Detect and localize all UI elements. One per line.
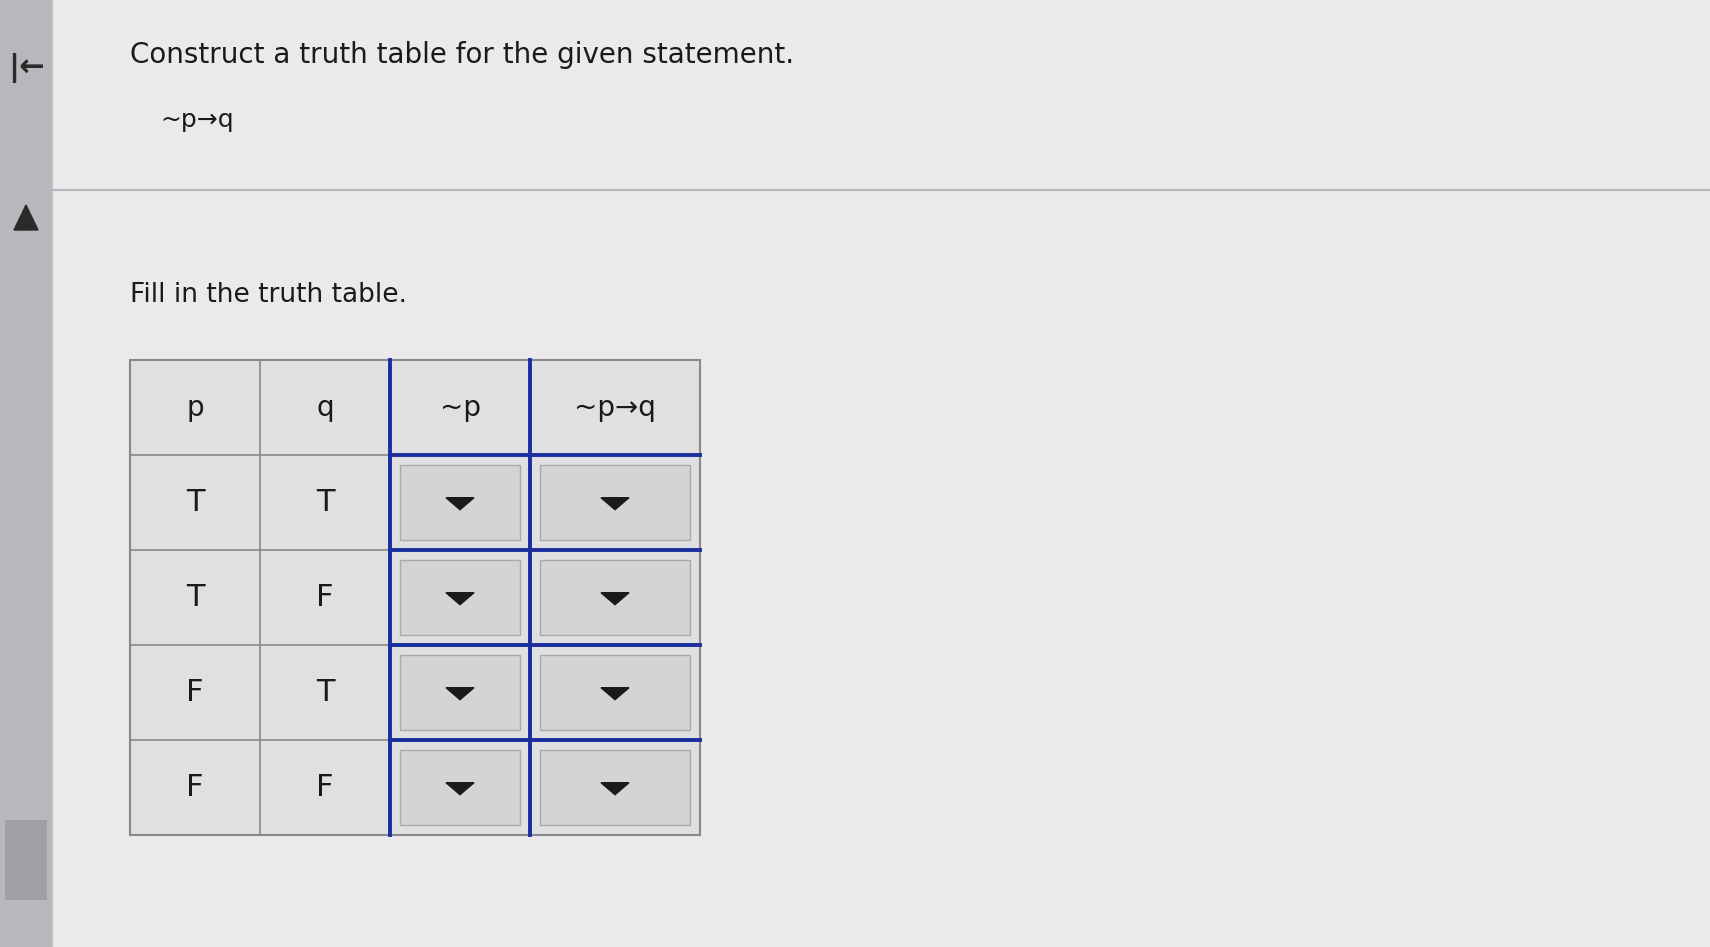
Bar [540,655,691,730]
Polygon shape [446,498,474,509]
Polygon shape [600,688,629,700]
Bar [540,560,691,635]
Bar [0,0,51,947]
Polygon shape [446,783,474,795]
Text: T: T [316,678,333,707]
Polygon shape [14,205,38,230]
Text: q: q [316,394,333,421]
Text: ~p: ~p [439,394,481,421]
Bar [400,465,520,540]
Text: p: p [186,394,203,421]
Bar [5,820,46,900]
Polygon shape [600,498,629,509]
Bar [400,560,520,635]
Text: Fill in the truth table.: Fill in the truth table. [130,282,407,308]
Text: ~p→q: ~p→q [575,394,657,421]
Text: Construct a truth table for the given statement.: Construct a truth table for the given st… [130,41,793,69]
Text: T: T [186,488,203,517]
Text: F: F [316,583,333,612]
Text: F: F [186,678,203,707]
Polygon shape [446,688,474,700]
Text: |←: |← [7,53,44,83]
Polygon shape [446,593,474,605]
Text: T: T [186,583,203,612]
Text: F: F [316,773,333,802]
Text: ~p→q: ~p→q [161,108,234,132]
Polygon shape [600,783,629,795]
Bar [400,655,520,730]
Text: T: T [316,488,333,517]
Bar [540,750,691,825]
Polygon shape [600,593,629,605]
Text: F: F [186,773,203,802]
Bar [130,360,699,835]
Bar [400,750,520,825]
Bar [540,465,691,540]
